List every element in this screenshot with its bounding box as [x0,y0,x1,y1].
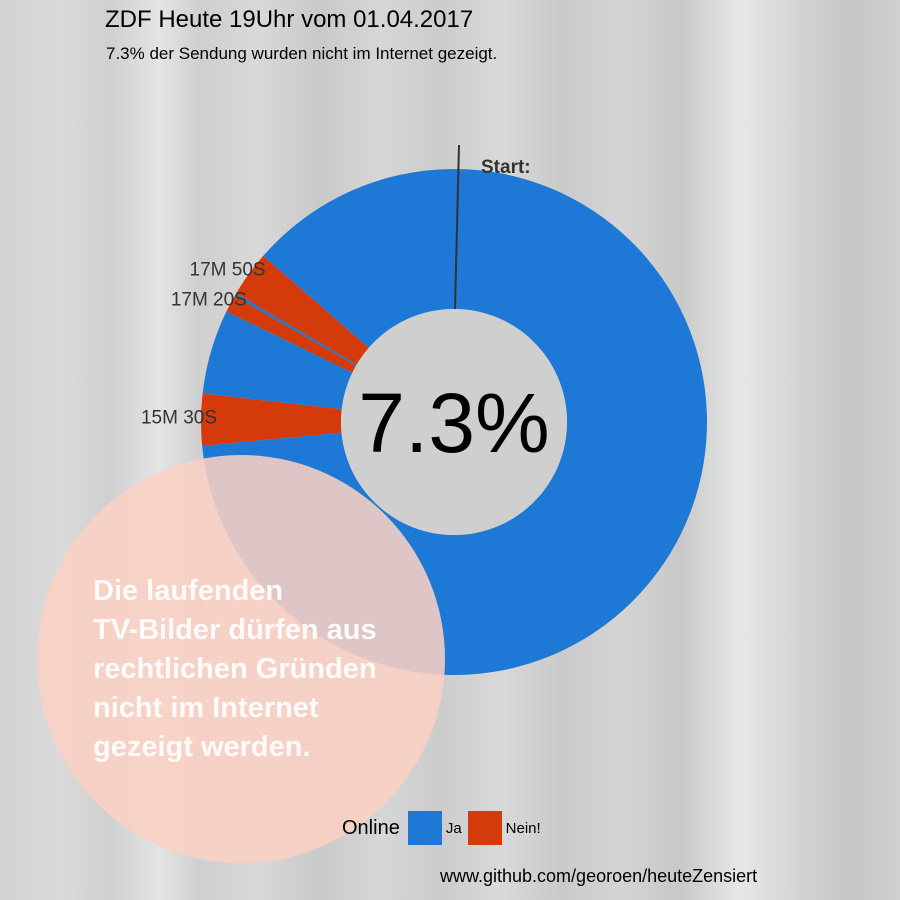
center-percentage: 7.3% [358,376,549,470]
legend-label-nein: Nein! [505,819,541,837]
donut-segment-ja-2 [202,311,353,410]
legend-swatch-ja [407,811,442,845]
time-annotation-0: 15M 30S [141,408,217,429]
legend-swatch-nein [467,811,502,845]
legend: Online Ja Nein! [342,810,547,846]
legend-title: Online [342,816,400,839]
chart-subtitle: 7.3% der Sendung wurden nicht im Interne… [106,44,498,63]
donut-segment-nein-1 [201,393,342,446]
time-annotation-1: 17M 20S [171,290,247,311]
footer-url: www.github.com/georoen/heuteZensiert [440,866,758,886]
donut-segment-ja-4 [234,293,357,366]
donut-segment-nein-3 [226,295,357,373]
start-label: Start: [481,157,531,178]
donut-segment-nein-5 [236,255,369,365]
start-marker-line [454,144,460,310]
time-annotations: 15M 30S 17M 20S 17M 50S [141,260,266,429]
time-annotation-2: 17M 50S [190,260,266,281]
legend-label-ja: Ja [445,819,462,837]
donut-segment-ja-6 [263,169,454,348]
chart-title: ZDF Heute 19Uhr vom 01.04.2017 [105,6,474,33]
